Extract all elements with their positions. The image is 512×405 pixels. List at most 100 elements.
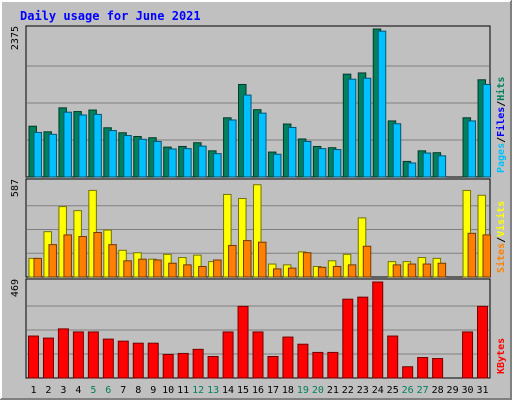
bar-files-day-5 [93,113,102,178]
bar-kbytes-day-28 [432,358,444,379]
x-tick-label: 24 [372,385,384,396]
bar-sites-day-12 [198,265,207,278]
bar-files-day-30 [467,120,477,178]
y-max-label: 469 [10,279,21,297]
bar-files-day-21 [332,149,342,178]
x-tick-label: 20 [312,385,324,396]
bar-sites-day-14 [228,244,237,278]
bar-kbytes-day-7 [117,340,129,379]
x-tick-label: 22 [342,385,354,396]
bar-kbytes-day-26 [402,366,414,379]
bar-kbytes-day-30 [462,331,474,379]
x-tick-label: 2 [45,385,51,396]
bar-kbytes-day-24 [372,281,384,379]
x-tick-label: 5 [90,385,96,396]
x-tick-label: 30 [462,385,474,396]
x-tick-label: 11 [177,385,189,396]
legend-separator: / [496,237,507,243]
bar-sites-day-26 [407,263,417,278]
x-tick-label: 18 [282,385,294,396]
bar-files-day-18 [287,126,297,178]
bar-files-day-28 [437,155,447,178]
x-tick-label: 28 [432,385,444,396]
x-tick-label: 19 [297,385,309,396]
bar-files-day-8 [138,138,147,178]
bar-kbytes-day-13 [207,356,219,379]
x-tick-label: 12 [192,385,204,396]
x-tick-label: 27 [417,385,429,396]
axis-legend: KBytes [496,338,507,374]
bar-kbytes-day-3 [57,328,69,379]
bar-files-day-23 [362,77,372,178]
bars-visits_sites [28,184,492,278]
bar-sites-day-13 [213,259,222,278]
bar-sites-day-9 [153,259,162,278]
bar-sites-day-18 [287,267,297,278]
bar-files-day-7 [123,135,132,178]
legend-item-hits: Hits [495,77,507,101]
bar-sites-day-25 [392,264,402,278]
bar-sites-day-17 [272,268,282,278]
bar-kbytes-day-1 [27,335,39,379]
bar-kbytes-day-25 [387,335,399,379]
bar-files-day-2 [48,133,57,178]
x-tick-label: 1 [30,385,36,396]
bar-sites-day-10 [168,262,177,278]
bar-sites-day-22 [347,264,357,278]
bar-files-day-10 [168,148,177,178]
bar-sites-day-28 [437,262,447,278]
x-tick-label: 10 [162,385,174,396]
bar-sites-day-11 [183,264,192,278]
bar-kbytes-day-15 [237,305,249,379]
bar-files-day-15 [243,94,252,178]
bar-files-day-13 [213,153,222,178]
legend-item-kbytes: KBytes [496,338,507,374]
bar-visits-day-16 [253,184,262,278]
bar-sites-day-5 [93,231,102,278]
bar-files-day-3 [63,111,72,178]
x-tick-label: 26 [402,385,414,396]
bar-sites-day-31 [482,234,492,278]
bar-kbytes-day-12 [192,348,204,379]
x-tick-label: 7 [120,385,126,396]
axis-legend: Sites/Visits [495,201,507,273]
bar-kbytes-day-4 [72,331,84,379]
bar-files-day-14 [228,119,237,178]
y-max-label: 2375 [10,26,21,50]
bar-sites-day-23 [362,245,372,278]
bars-hits_files_pages [28,28,492,178]
bar-sites-day-2 [48,244,57,278]
bar-sites-day-7 [123,260,132,278]
bar-kbytes-day-11 [177,352,189,379]
y-max-label: 587 [10,179,21,197]
bar-files-day-27 [422,152,432,178]
legend-item-sites: Sites [495,243,507,273]
bar-files-day-6 [108,130,117,178]
x-tick-label: 13 [207,385,219,396]
bar-sites-day-19 [302,252,312,278]
x-tick-label: 14 [222,385,234,396]
bar-kbytes-day-8 [132,342,144,379]
panel-visits_sites: 587 Sites/Visits [10,178,507,278]
bar-sites-day-27 [422,263,432,278]
bar-kbytes-day-16 [252,331,264,379]
bar-files-day-16 [258,112,267,178]
bar-files-day-19 [302,140,312,178]
x-tick-label: 29 [447,385,459,396]
bar-sites-day-16 [258,241,267,278]
x-tick-label: 25 [387,385,399,396]
x-tick-label: 17 [267,385,279,396]
bar-files-day-24 [377,30,387,178]
bar-kbytes-day-21 [327,351,339,379]
bar-kbytes-day-23 [357,296,369,379]
bar-sites-day-3 [63,234,72,278]
bar-files-day-17 [272,153,282,178]
x-tick-label: 23 [357,385,369,396]
bar-visits-day-14 [223,193,232,278]
axis-legend: Pages/Files/Hits [495,77,507,173]
bar-kbytes-day-27 [417,357,429,379]
bar-files-day-4 [78,114,87,178]
legend-separator: / [496,137,507,143]
legend-item-files: Files [495,107,507,137]
